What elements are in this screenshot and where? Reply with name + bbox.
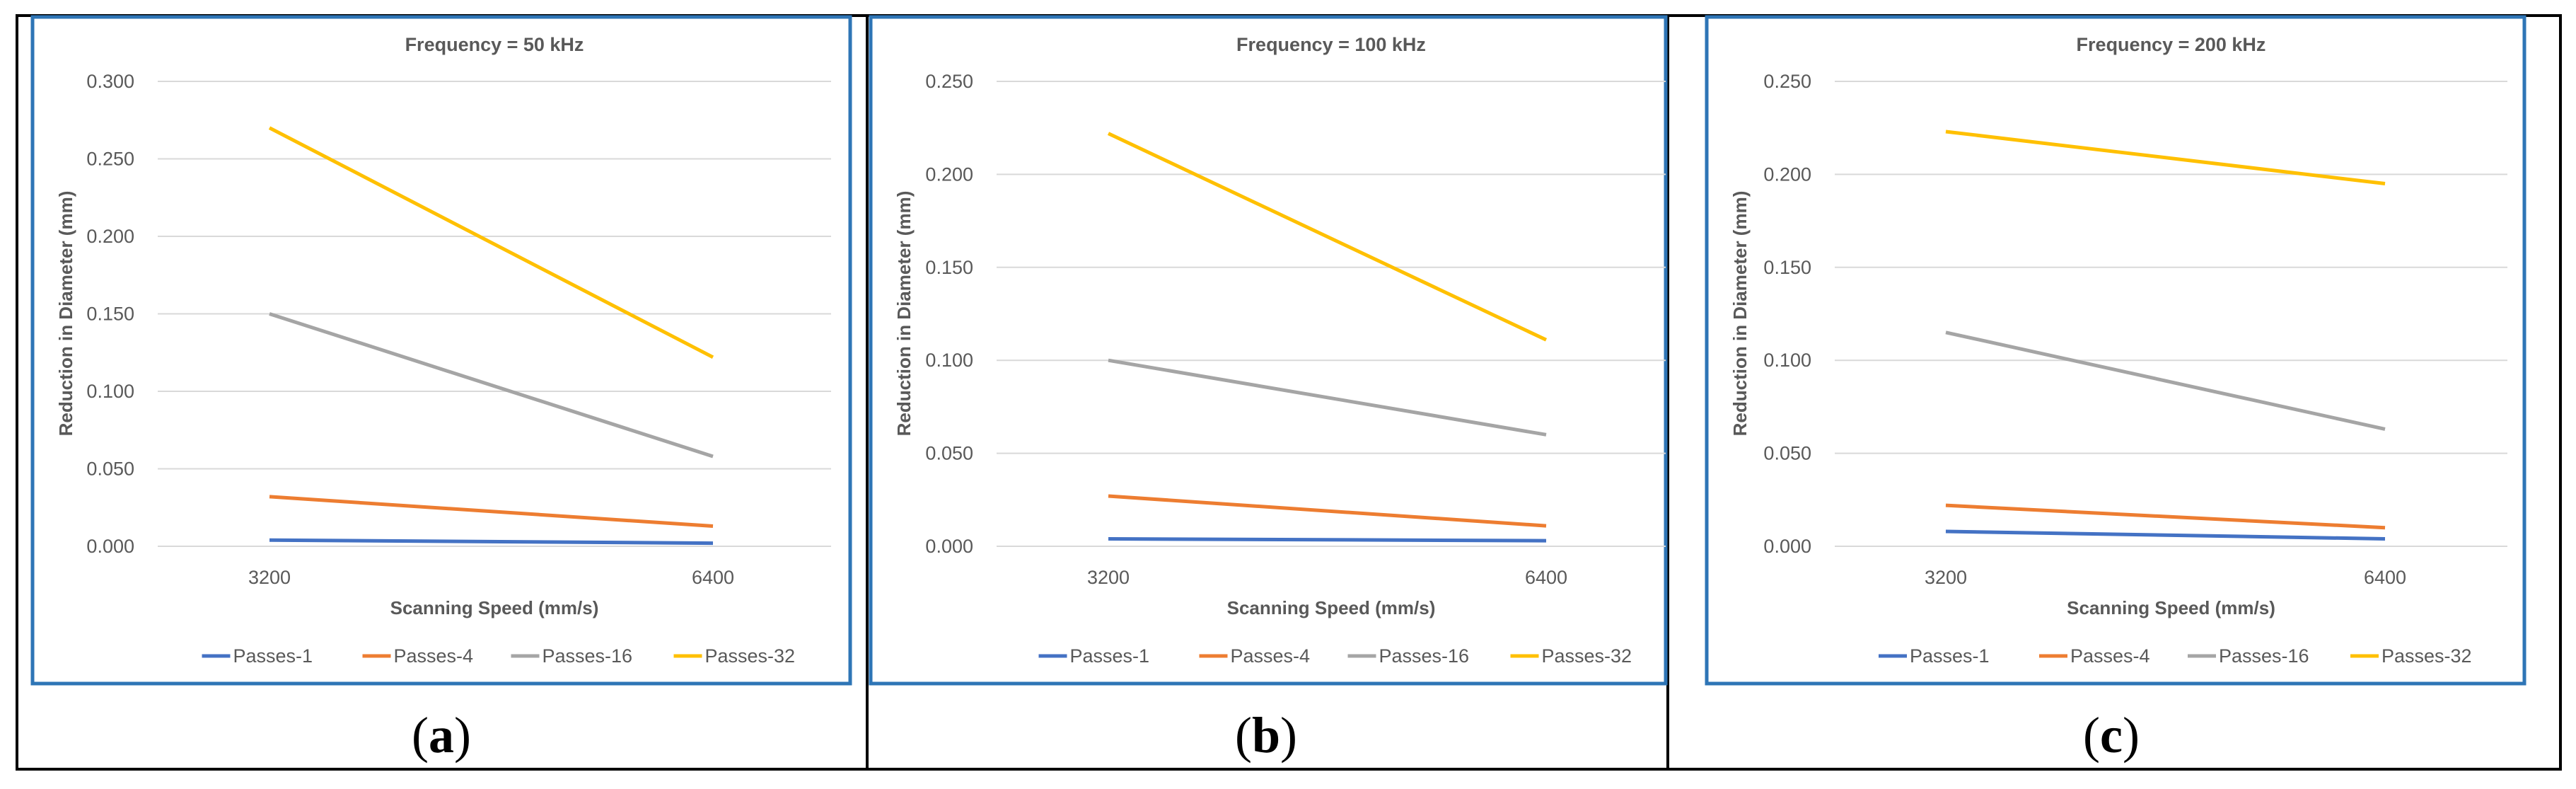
y-tick-label: 0.300 <box>86 71 134 92</box>
series-line-passes-16 <box>1108 358 1547 437</box>
y-tick-label: 0.200 <box>1763 163 1811 185</box>
chart-panel-3: Frequency = 200 kHz 0.000 0.050 0.100 0.150 0… <box>1705 15 2526 764</box>
legend-label-passes-32: Passes-32 <box>705 645 796 667</box>
y-tick-label: 0.000 <box>1763 536 1811 557</box>
caption-open-paren: ( <box>2083 707 2100 764</box>
chart-panel-1: Frequency = 50 kHz 0.000 0.050 0.100 0.150 0.… <box>30 15 852 764</box>
series-line-passes-16 <box>269 312 714 459</box>
caption-open-paren: ( <box>412 707 429 764</box>
legend-label-passes-32: Passes-32 <box>1542 645 1632 667</box>
panel-caption: (c) <box>2083 707 2140 764</box>
series-line-passes-32 <box>1107 132 1548 342</box>
caption-letter: c <box>2100 707 2123 764</box>
y-tick-label: 0.100 <box>86 381 134 402</box>
caption-letter: b <box>1252 707 1280 764</box>
y-tick-label: 0.150 <box>1763 257 1811 278</box>
panel-caption: (b) <box>1235 707 1297 764</box>
legend-label-passes-32: Passes-32 <box>2381 645 2472 667</box>
y-axis-label: Reduction in Diameter (mm) <box>1729 191 1751 437</box>
legend-label-passes-4: Passes-4 <box>2070 645 2150 667</box>
series-line-passes-4 <box>1945 503 2386 530</box>
chart-frame <box>869 15 1668 686</box>
series-line-passes-32 <box>1945 129 2386 186</box>
x-tick-label: 3200 <box>248 567 291 588</box>
y-tick-label: 0.050 <box>1763 443 1811 464</box>
series-line-passes-32 <box>268 126 714 359</box>
legend-label-passes-16: Passes-16 <box>543 645 633 667</box>
y-tick-label: 0.000 <box>86 536 134 557</box>
y-tick-label: 0.050 <box>925 443 973 464</box>
chart-title: Frequency = 50 kHz <box>405 34 584 55</box>
series-line-passes-4 <box>269 495 714 529</box>
y-tick-label: 0.050 <box>86 459 134 480</box>
caption-close-paren: ) <box>1280 707 1297 764</box>
legend-label-passes-1: Passes-1 <box>1910 645 1990 667</box>
y-tick-label: 0.100 <box>1763 350 1811 371</box>
y-tick-label: 0.250 <box>86 149 134 170</box>
legend-label-passes-1: Passes-1 <box>233 645 313 667</box>
x-axis-label: Scanning Speed (mm/s) <box>1227 597 1436 618</box>
x-axis-label: Scanning Speed (mm/s) <box>390 597 599 618</box>
series-line-passes-16 <box>1945 330 2386 431</box>
series-line-passes-4 <box>1108 494 1547 528</box>
legend-label-passes-4: Passes-4 <box>1231 645 1311 667</box>
x-tick-label: 6400 <box>1525 567 1567 588</box>
y-tick-label: 0.200 <box>86 226 134 247</box>
x-tick-label: 3200 <box>1087 567 1130 588</box>
caption-open-paren: ( <box>1235 707 1252 764</box>
caption-letter: a <box>429 707 454 764</box>
chart-panel-2: Frequency = 100 kHz 0.000 0.050 0.100 0.150 0… <box>869 15 1668 764</box>
y-tick-label: 0.100 <box>925 350 973 371</box>
legend-label-passes-16: Passes-16 <box>1379 645 1470 667</box>
legend-label-passes-16: Passes-16 <box>2219 645 2309 667</box>
panel-caption: (a) <box>412 707 471 764</box>
x-tick-label: 6400 <box>2364 567 2406 588</box>
caption-close-paren: ) <box>2123 707 2140 764</box>
legend-label-passes-1: Passes-1 <box>1070 645 1150 667</box>
x-axis-label: Scanning Speed (mm/s) <box>2067 597 2275 618</box>
y-tick-label: 0.250 <box>1763 71 1811 92</box>
y-axis-label: Reduction in Diameter (mm) <box>893 191 915 437</box>
chart-title: Frequency = 100 kHz <box>1236 34 1426 55</box>
series-line-passes-1 <box>269 538 714 546</box>
y-tick-label: 0.200 <box>925 163 973 185</box>
caption-close-paren: ) <box>454 707 471 764</box>
y-tick-label: 0.250 <box>925 71 973 92</box>
x-tick-label: 3200 <box>1925 567 1967 588</box>
y-tick-label: 0.150 <box>86 304 134 325</box>
y-axis-label: Reduction in Diameter (mm) <box>55 191 76 437</box>
chart-title: Frequency = 200 kHz <box>2077 34 2266 55</box>
x-tick-label: 6400 <box>692 567 734 588</box>
chart-frame <box>30 15 852 686</box>
legend-label-passes-4: Passes-4 <box>394 645 474 667</box>
y-tick-label: 0.000 <box>925 536 973 557</box>
chart-frame <box>1705 15 2526 686</box>
series-line-passes-1 <box>1108 536 1547 543</box>
series-line-passes-1 <box>1945 529 2386 541</box>
y-tick-label: 0.150 <box>925 257 973 278</box>
